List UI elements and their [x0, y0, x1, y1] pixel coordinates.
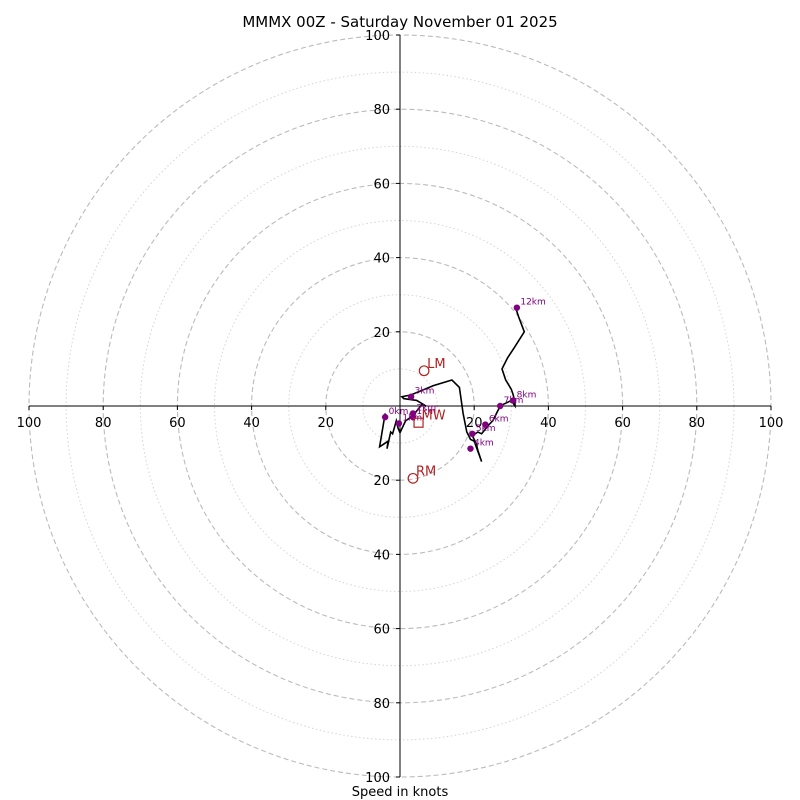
height-marker-dot [496, 402, 504, 410]
tick-right: 60 [614, 416, 631, 431]
height-marker-dot [395, 420, 403, 427]
axes [28, 34, 772, 778]
storm-motion-marker [407, 472, 419, 484]
height-marker-label: 12km [520, 298, 545, 308]
storm-motion-marker [418, 365, 430, 377]
chart-title: MMMX 00Z - Saturday November 01 2025 [242, 13, 557, 31]
height-markers: 1km2km3km4km5km6km7km8km12km1km0km [381, 298, 546, 452]
height-marker-label: 2km [416, 403, 436, 413]
tick-top: 80 [373, 103, 390, 118]
height-marker-dot [407, 393, 415, 400]
tick-left: 20 [318, 416, 335, 431]
height-marker-label: 8km [517, 390, 537, 400]
height-marker-label: 4km [474, 439, 494, 449]
tick-left: 60 [169, 416, 186, 431]
height-marker-dot [469, 430, 476, 438]
tick-top: 100 [365, 29, 390, 44]
tick-left: 40 [243, 416, 260, 431]
wind-trace-line [378, 305, 526, 462]
height-marker-dot [482, 421, 489, 428]
tick-top: 60 [373, 177, 390, 192]
storm-mean-wind-marker [413, 417, 424, 428]
tick-labels: 20 20 20 20 40 40 40 40 60 60 60 60 80 80 80 80 100 100 10… [17, 29, 784, 786]
x-axis-label: Speed in knots [352, 785, 449, 800]
height-marker-dot [381, 413, 389, 421]
tick-right: 40 [540, 416, 557, 431]
storm-motion-label: MW [422, 409, 446, 424]
height-marker-dot [513, 304, 521, 311]
tick-bottom: 20 [373, 474, 390, 489]
tick-right: 20 [466, 416, 483, 431]
height-marker-dot [409, 410, 417, 417]
height-marker-dot [509, 397, 517, 404]
tick-bottom: 60 [373, 623, 390, 638]
storm-motion-markers: LM MW RM [407, 357, 446, 484]
height-marker-label: 1km [402, 413, 422, 423]
height-marker-label: 1km [416, 407, 436, 417]
tick-bottom: 100 [365, 771, 390, 786]
height-marker-label: 6km [489, 415, 509, 425]
tick-right: 80 [689, 416, 706, 431]
storm-motion-label: LM [427, 357, 445, 372]
tick-right: 100 [759, 416, 784, 431]
tick-left: 80 [95, 416, 112, 431]
tick-bottom: 40 [373, 548, 390, 563]
height-marker-label: 5km [476, 424, 496, 434]
height-marker-label: 3km [415, 387, 435, 397]
tick-top: 40 [373, 252, 390, 267]
tick-bottom: 80 [373, 697, 390, 712]
tick-left: 100 [17, 416, 42, 431]
height-marker-label: 0km [389, 407, 409, 417]
height-marker-dot [467, 445, 474, 452]
tick-top: 20 [373, 326, 390, 341]
storm-motion-label: RM [416, 464, 436, 479]
